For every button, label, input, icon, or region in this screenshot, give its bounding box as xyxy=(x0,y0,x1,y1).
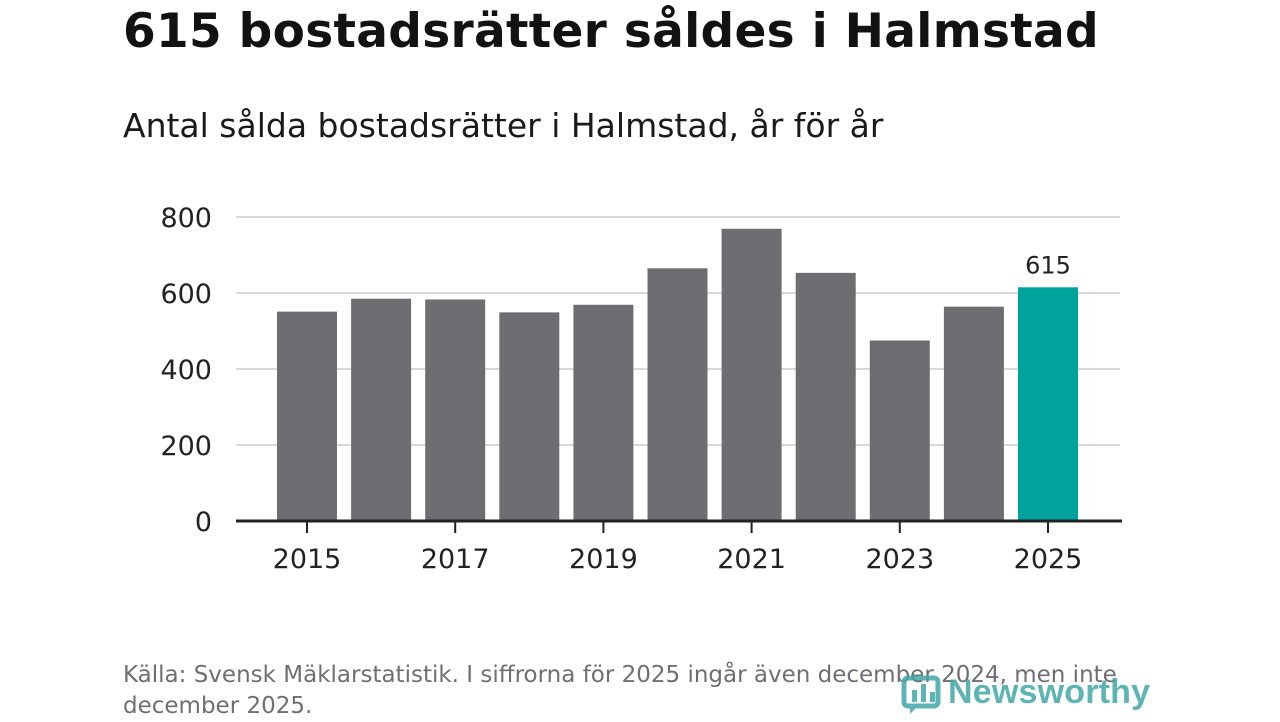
x-tick-label: 2019 xyxy=(569,544,638,575)
bars xyxy=(277,228,1078,521)
bar-2017 xyxy=(425,299,486,521)
x-tick-label: 2015 xyxy=(273,544,342,575)
bar-2015 xyxy=(277,311,337,521)
x-tick-label: 2017 xyxy=(421,544,490,575)
logo-text: Newsworthy xyxy=(948,672,1151,711)
y-tick-label: 400 xyxy=(160,355,212,386)
bar-2024 xyxy=(943,306,1004,521)
y-tick-label: 600 xyxy=(160,279,212,310)
y-tick-label: 200 xyxy=(160,431,212,462)
newsworthy-logo: Newsworthy xyxy=(900,670,1150,714)
bar-chart-logo-icon xyxy=(901,675,941,714)
bar-2025 xyxy=(1018,287,1078,521)
data-labels: 615 xyxy=(1025,251,1071,279)
y-tick-label: 800 xyxy=(160,203,212,234)
y-axis-ticks: 0 200 400 600 800 xyxy=(160,203,212,538)
x-axis-ticks: 2015 2017 2019 2021 2023 2025 xyxy=(273,521,1083,575)
source-note: Källa: Svensk Mäklarstatistik. I siffror… xyxy=(123,662,1117,719)
bar-2019 xyxy=(573,304,634,521)
chart-title: 615 bostadsrätter såldes i Halmstad xyxy=(123,4,1099,59)
x-tick-label: 2025 xyxy=(1014,544,1083,575)
x-tick-label: 2021 xyxy=(717,544,786,575)
bar-2023 xyxy=(869,340,930,521)
x-tick-label: 2023 xyxy=(865,544,934,575)
bar-2021 xyxy=(721,228,782,521)
y-tick-label: 0 xyxy=(195,507,212,538)
bar-2016 xyxy=(351,298,412,521)
chart-subtitle: Antal sålda bostadsrätter i Halmstad, år… xyxy=(123,106,884,145)
bar-2022 xyxy=(795,272,856,521)
data-label: 615 xyxy=(1025,251,1071,279)
bar-2018 xyxy=(499,312,560,521)
bar-2020 xyxy=(647,268,708,521)
